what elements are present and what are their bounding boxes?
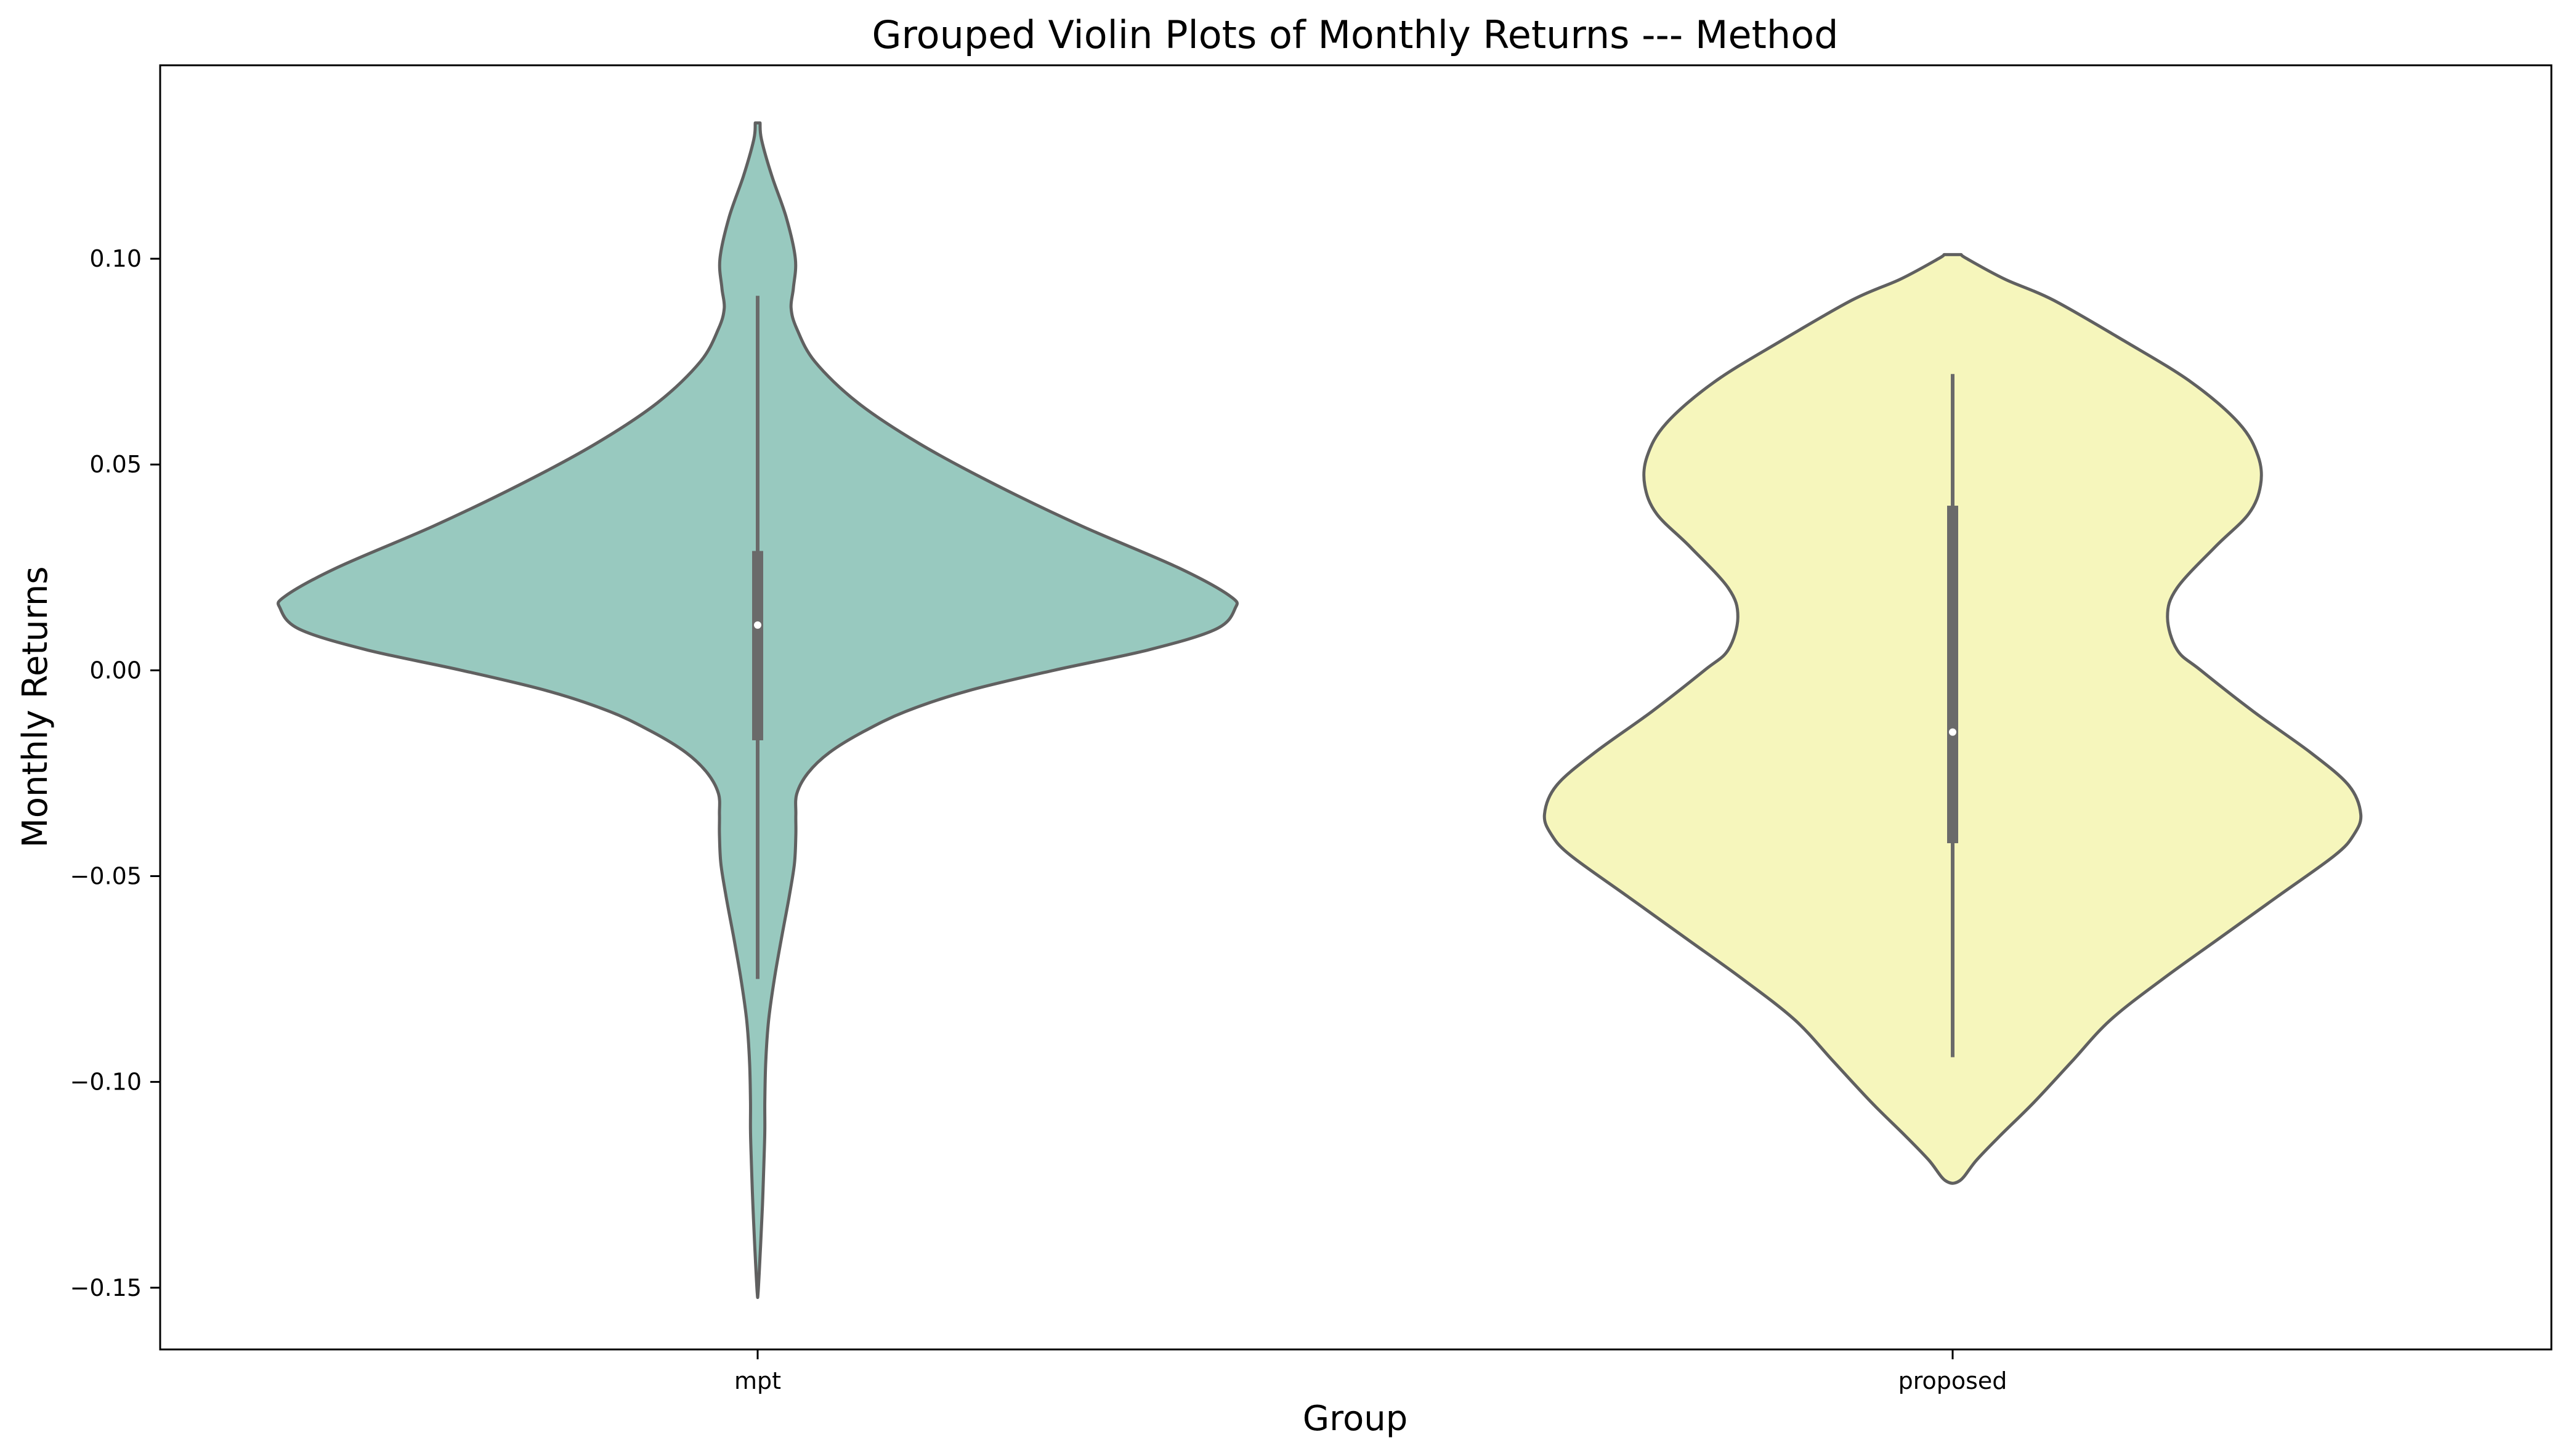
x-axis: mpt proposed xyxy=(734,1349,2007,1394)
x-tick-label: mpt xyxy=(734,1367,781,1394)
chart-title: Grouped Violin Plots of Monthly Returns … xyxy=(872,12,1838,57)
plot-frame xyxy=(159,64,2553,1351)
y-tick-label: 0.00 xyxy=(89,657,142,684)
y-axis: −0.15 −0.10 −0.05 0.00 0.05 0.10 xyxy=(70,245,160,1301)
violins-layer xyxy=(277,121,2363,1300)
y-tick-label: 0.10 xyxy=(89,245,142,272)
x-tick-label: proposed xyxy=(1898,1367,2007,1394)
y-tick-label: −0.15 xyxy=(70,1274,142,1301)
y-tick-label: 0.05 xyxy=(89,451,142,478)
median-marker-proposed xyxy=(1949,728,1956,736)
iqr-box-proposed xyxy=(1947,506,1958,844)
y-tick-label: −0.05 xyxy=(70,862,142,889)
iqr-box-mpt xyxy=(752,551,763,740)
y-tick-label: −0.10 xyxy=(70,1069,142,1096)
y-axis-label: Monthly Returns xyxy=(15,566,55,847)
x-axis-label: Group xyxy=(1303,1399,1408,1439)
median-marker-mpt xyxy=(754,621,761,629)
